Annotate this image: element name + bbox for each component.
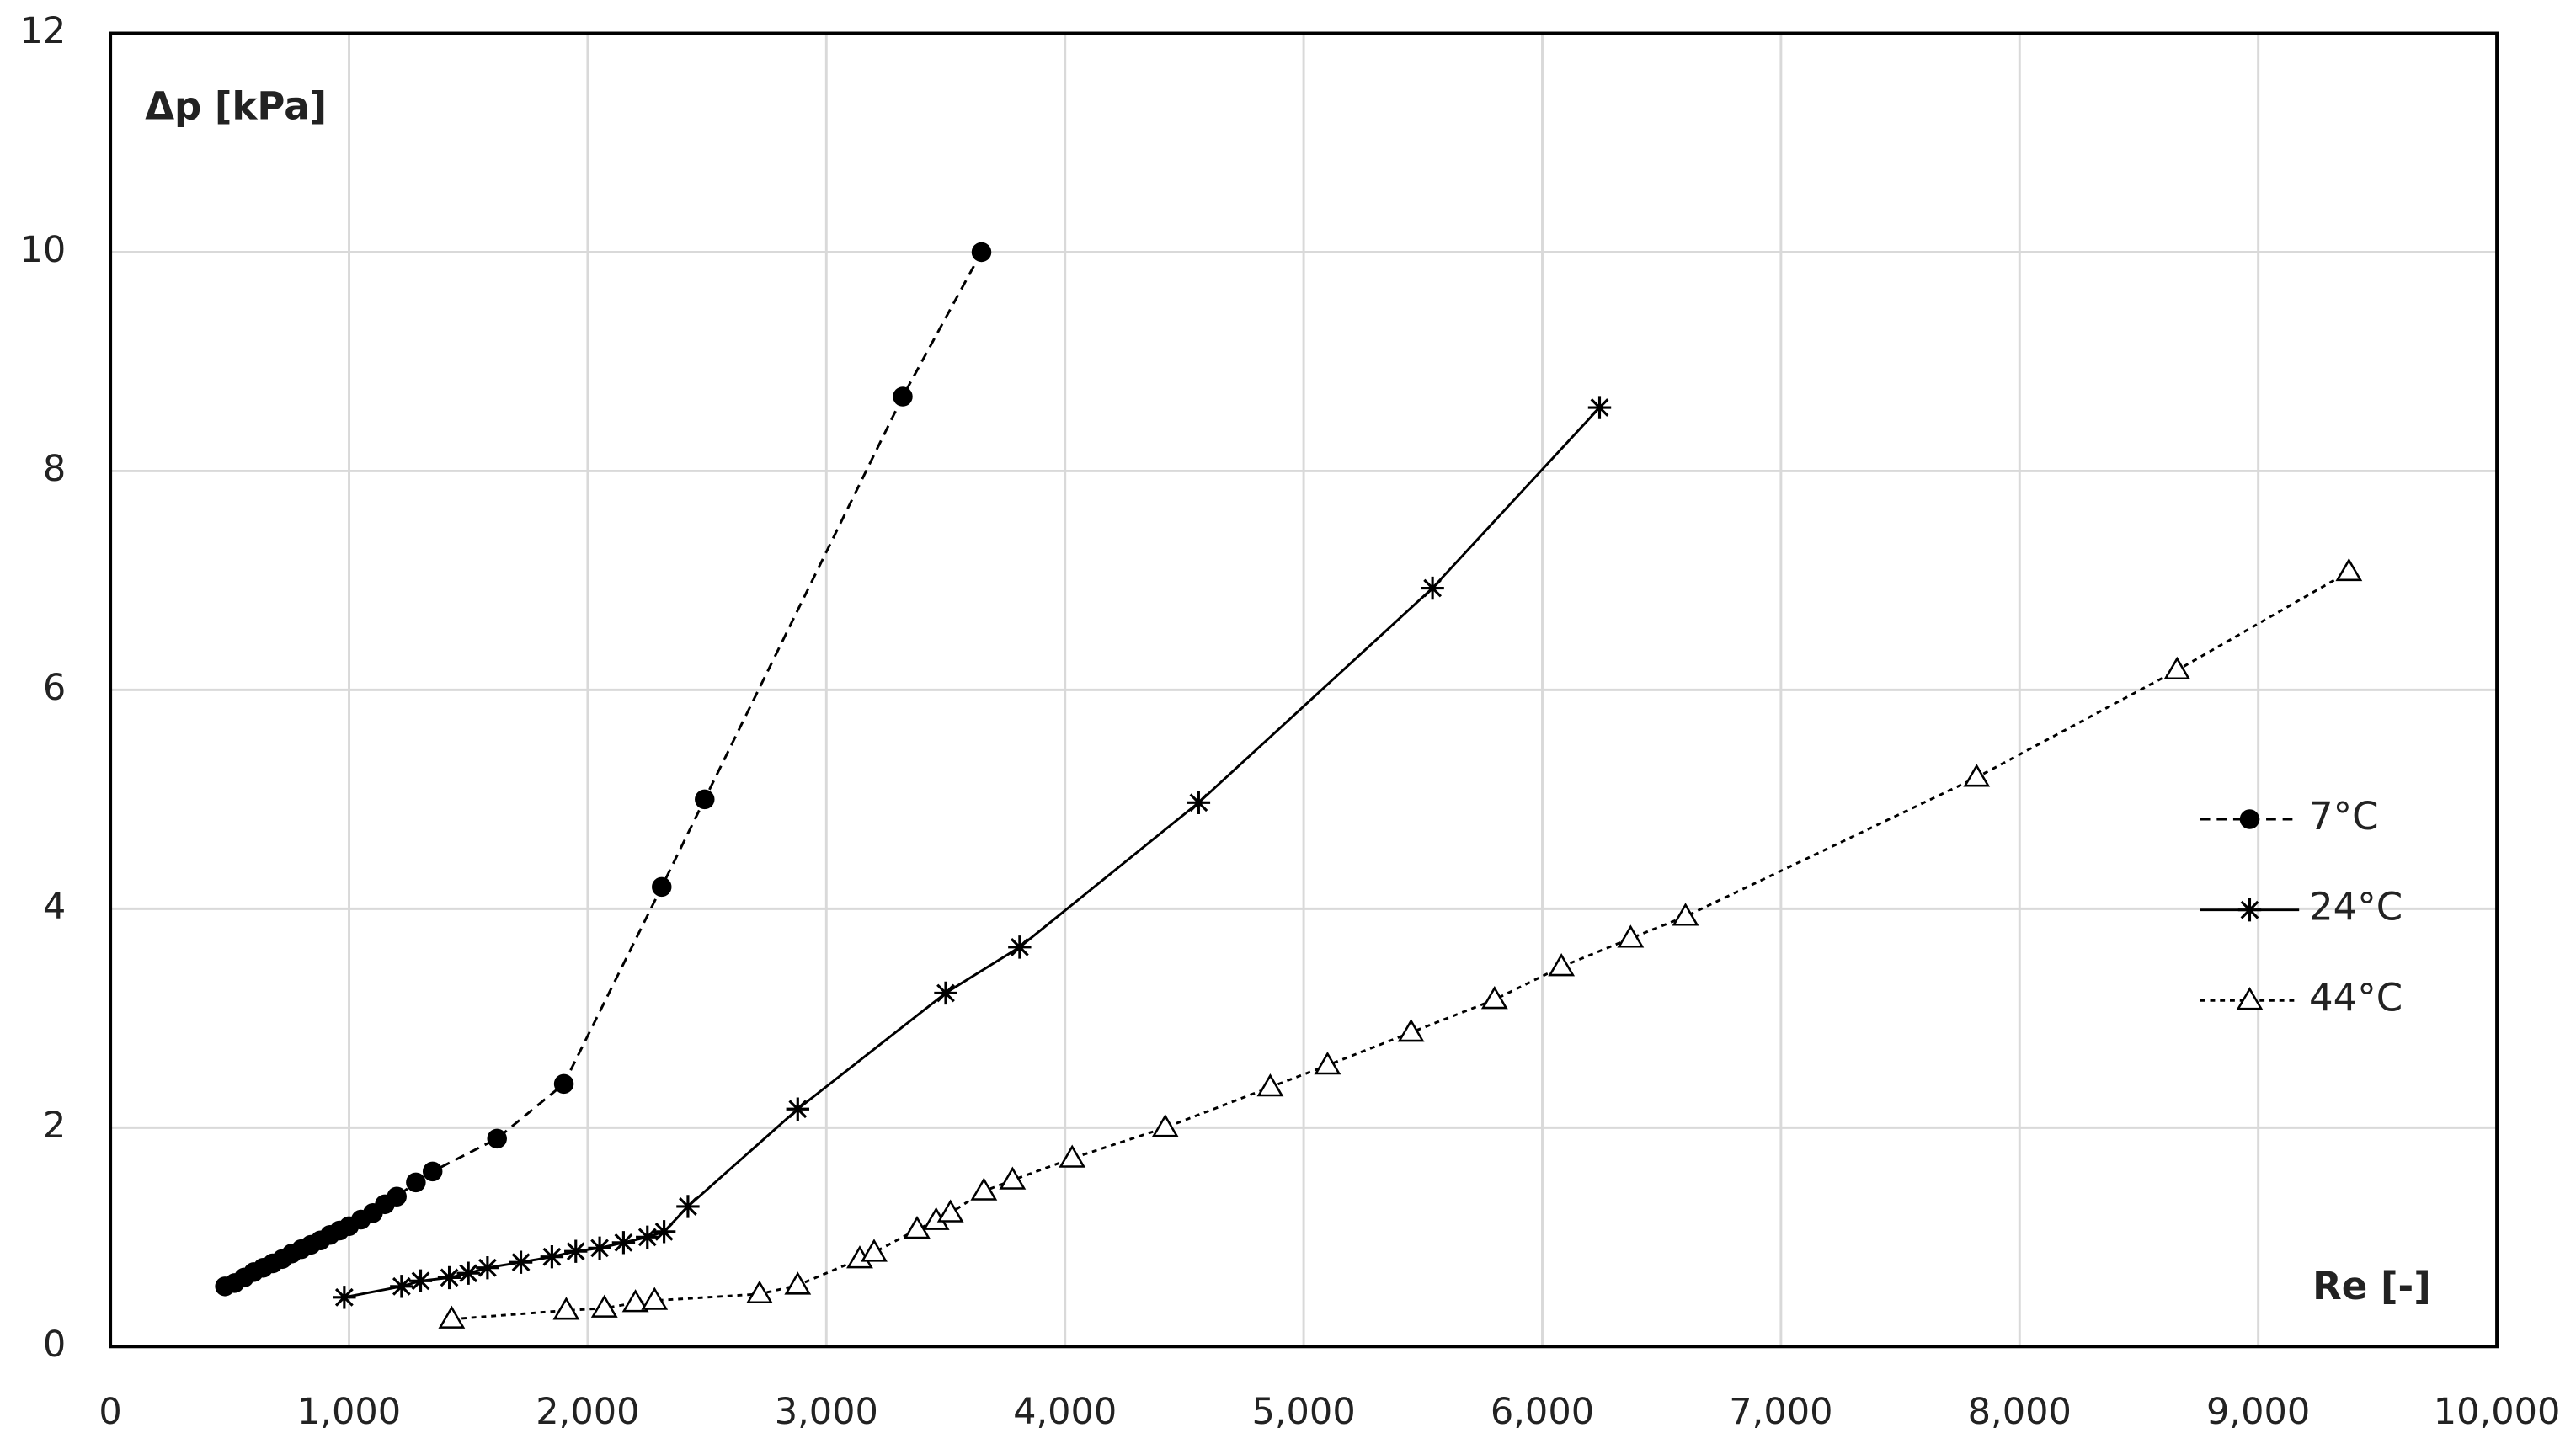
marker: [438, 1305, 466, 1329]
y-tick-label: 6: [43, 667, 66, 709]
marker: [390, 1275, 413, 1298]
marker: [2163, 656, 2191, 680]
x-tick-label: 1,000: [297, 1391, 401, 1433]
marker: [406, 1172, 426, 1193]
legend-label: 7°C: [2309, 794, 2379, 839]
marker: [611, 1231, 636, 1255]
y-tick-label: 12: [20, 10, 67, 52]
marker: [786, 1097, 809, 1121]
marker: [934, 981, 957, 1005]
marker: [1480, 986, 1508, 1010]
marker: [564, 1239, 588, 1263]
marker: [1397, 1019, 1425, 1042]
marker: [333, 1286, 356, 1309]
marker: [1187, 791, 1211, 814]
marker: [1548, 953, 1576, 977]
x-tick-label: 8,000: [1968, 1391, 2072, 1433]
x-tick-label: 2,000: [536, 1391, 639, 1433]
marker: [540, 1245, 564, 1269]
marker: [1963, 764, 1991, 787]
marker: [641, 1287, 669, 1310]
marker: [509, 1250, 533, 1274]
marker: [387, 1186, 407, 1207]
marker: [970, 1177, 998, 1201]
plot: [215, 242, 2363, 1329]
legend: 7°C 24°C 44°C: [2200, 794, 2403, 1020]
marker: [1421, 576, 1444, 600]
marker: [552, 1297, 580, 1320]
marker: [652, 876, 672, 898]
y-tick-label: 4: [43, 886, 66, 928]
marker: [1151, 1114, 1179, 1137]
legend-marker: [2236, 987, 2264, 1010]
y-tick-label: 2: [43, 1105, 66, 1147]
x-tick-label: 6,000: [1491, 1391, 1594, 1433]
marker: [652, 1220, 676, 1244]
marker: [999, 1166, 1027, 1190]
legend-marker: [2239, 809, 2260, 829]
x-tick-label: 10,000: [2434, 1391, 2561, 1433]
legend-label: 24°C: [2309, 885, 2403, 930]
marker: [553, 1073, 574, 1095]
x-tick-label: 0: [99, 1391, 121, 1433]
marker: [893, 386, 913, 407]
marker: [1008, 935, 1032, 959]
marker: [861, 1239, 888, 1262]
x-axis-label: Re [-]: [2312, 1264, 2431, 1308]
marker: [408, 1269, 433, 1293]
y-axis-label: Δp [kPa]: [145, 84, 327, 129]
series-line: [451, 570, 2350, 1321]
marker: [784, 1271, 812, 1295]
legend-label: 44°C: [2309, 975, 2403, 1020]
marker: [422, 1161, 443, 1182]
marker: [1256, 1073, 1284, 1097]
marker: [2335, 557, 2363, 582]
legend-marker: [2237, 898, 2262, 922]
y-tick-label: 0: [43, 1324, 66, 1366]
x-tick-label: 3,000: [775, 1391, 878, 1433]
y-tick-label: 8: [43, 448, 66, 490]
marker: [1587, 396, 1612, 419]
x-tick-label: 9,000: [2206, 1391, 2310, 1433]
x-tick-label: 7,000: [1729, 1391, 1832, 1433]
marker: [588, 1236, 611, 1260]
marker: [1059, 1144, 1086, 1168]
marker: [1672, 903, 1699, 926]
marker: [437, 1265, 461, 1290]
marker: [590, 1294, 618, 1318]
y-tick-label: 10: [20, 229, 67, 271]
marker: [487, 1128, 507, 1149]
x-tick-label: 4,000: [1013, 1391, 1117, 1433]
marker: [636, 1225, 659, 1249]
marker: [456, 1261, 480, 1285]
plot-frame: [109, 31, 2499, 1349]
marker: [1617, 924, 1645, 948]
marker: [971, 242, 992, 263]
marker: [476, 1256, 499, 1280]
marker: [676, 1195, 700, 1218]
marker: [746, 1280, 773, 1303]
marker: [695, 789, 715, 810]
marker: [1314, 1052, 1341, 1075]
marker: [904, 1216, 931, 1239]
marker: [936, 1199, 964, 1223]
x-tick-label: 5,000: [1251, 1391, 1355, 1433]
marker: [621, 1289, 649, 1313]
